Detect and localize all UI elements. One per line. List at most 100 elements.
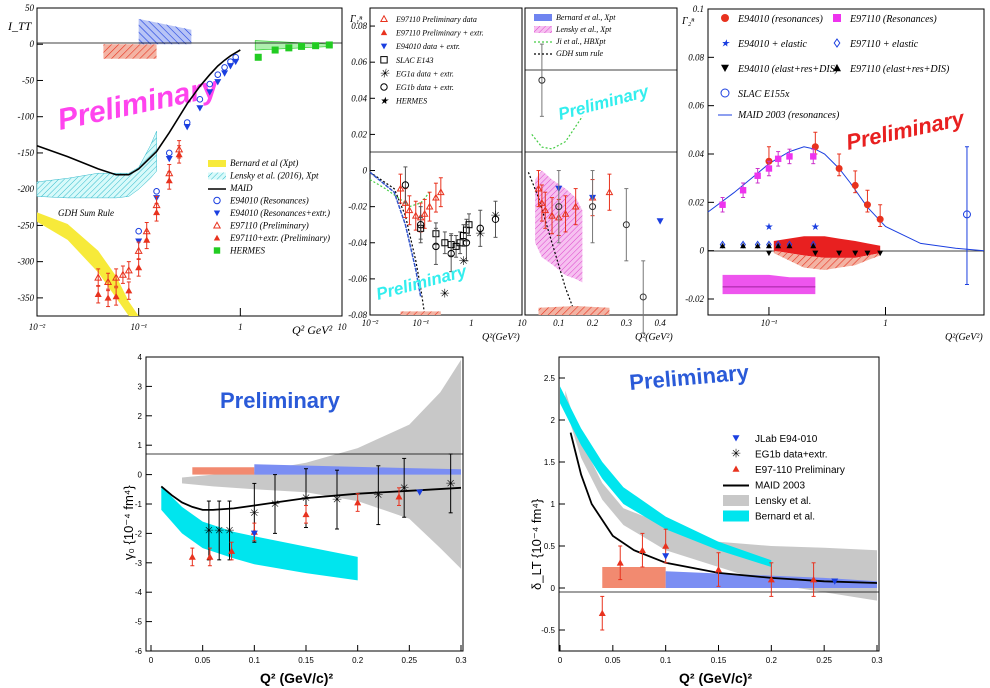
p4-xlabel: Q² (GeV/c)² (260, 670, 333, 686)
p4-bernard-band (161, 486, 358, 581)
p4-syst-red (192, 467, 255, 475)
p1-xtick-labels: 10⁻² 10⁻¹ 1 10 (29, 308, 347, 332)
p5-legend-marker: ✳ (731, 447, 741, 461)
p4-eg1b-point: ✳ (399, 481, 409, 495)
p3-e97110-point (774, 155, 782, 163)
p5-marks (569, 432, 878, 631)
p4-eg1b-point: ✳ (446, 476, 456, 490)
p2-xlabel-left: Q²(GeV²) (482, 332, 520, 343)
p4-ylabel: γ₀ {10⁻⁴ fm⁴} (121, 485, 136, 560)
p1-legend-label: E94010 (Resonances+extr.) (229, 208, 330, 218)
p5-e97110-point (715, 566, 722, 573)
p5-e97110-point (662, 542, 670, 549)
p5-ytick-label: 2.5 (544, 374, 556, 383)
p2-ytick-label: -0.04 (348, 238, 367, 248)
p3-ytick-label: 0.1 (693, 4, 704, 14)
p5-ytick-label: 1 (551, 500, 556, 509)
p3-frame (707, 8, 985, 316)
p3-ytick-label: 0.08 (688, 52, 704, 62)
p3-legend-label: SLAC E155x (738, 89, 790, 100)
p1-xtick-label: 10⁻¹ (130, 322, 147, 332)
p1-legend-label: MAID (229, 183, 253, 193)
p1-frame (36, 7, 343, 317)
p2-e97110-point (405, 206, 414, 214)
p3-e97110-point (786, 153, 793, 160)
p1-legend-marker (212, 221, 222, 229)
p3-e97110-point (810, 153, 817, 160)
p2-xtick-labels: 10⁻² 10⁻¹ 1 10 0.1 0.2 0.3 0.4 (362, 318, 666, 328)
p3-e94010-point (811, 143, 819, 151)
p2-legend-label: Ji et al., HBXpt (556, 37, 606, 46)
p3-ylabel: Γ₂ⁿ (681, 16, 695, 27)
p5-legend-marker (732, 465, 740, 472)
p4-e97110-point (206, 553, 214, 560)
p1-e94010-res-point (206, 80, 214, 88)
p4-eg1b-point: ✳ (270, 497, 280, 511)
p1-ytick-label: -50 (22, 75, 34, 85)
p3-e94010-point (863, 201, 871, 209)
p1-e97110x-point (135, 263, 143, 271)
p2-eg1br-point (538, 76, 546, 84)
p5-e97110-point (810, 576, 818, 583)
p1-ytick-label: -100 (18, 112, 35, 122)
p1-hermes-point (285, 44, 293, 52)
p2-xtick-label: 0.1 (553, 318, 564, 328)
p2-eg1b-point (401, 181, 410, 189)
p5-maid-line (569, 432, 878, 584)
p3-e94010-all-point (812, 250, 819, 257)
p1-hermes-point (271, 46, 279, 54)
p3-e97110-point (765, 165, 773, 172)
p3-legend-marker (721, 14, 729, 22)
p2-legend-label: E97110 Preliminary + extr. (395, 29, 484, 38)
p1-ytick-labels: 50 0 -50 -100 -150 -200 -250 -300 -350 (18, 3, 43, 303)
p2-legend-swatch (534, 26, 552, 33)
p4-eg1b-point: ✳ (332, 493, 342, 507)
p1-bernard-band (37, 212, 139, 316)
p3-e97110-point (719, 201, 726, 208)
p2-e97110r-point (548, 211, 556, 219)
p5-xtick-label: 0.15 (711, 656, 727, 665)
p2-e97110-point (425, 202, 434, 210)
p2-e97110r-point (538, 199, 546, 206)
p4-xtick-label: 0.2 (352, 656, 364, 665)
p1-watermark: Preliminary (55, 70, 223, 137)
p2-e94010r-point (656, 218, 664, 225)
p5-xtick-label: 0.25 (816, 656, 832, 665)
p2-ytick-label: -0.08 (348, 310, 367, 320)
p2-syst-red-left (400, 311, 441, 315)
p2-e97110-point (411, 211, 420, 219)
p1-e94010-extr-point (214, 79, 222, 86)
p2-legend-marker: ✳ (379, 66, 390, 80)
p3-e94010-point (851, 181, 859, 189)
p4-eg1b-point: ✳ (204, 523, 214, 537)
p5-legend-label: EG1b data+extr. (755, 450, 828, 461)
p3-ytick-label: 0 (700, 246, 705, 256)
p1-legend-label: E97110+extr. (Preliminary) (229, 233, 330, 243)
p2-eg1b-point (476, 224, 484, 233)
p2-legend-label: SLAC E143 (396, 56, 434, 65)
p3-syst-red-hatch (773, 250, 881, 270)
p4-ytick-label: -5 (135, 618, 143, 627)
p1-e94010-extr-point (165, 155, 173, 163)
p2-eg1a-point: ✳ (458, 254, 468, 268)
p1-xtick-label: 1 (238, 322, 243, 332)
p2-legend-label: EG1b data + extr. (395, 83, 454, 92)
p4-eg1b-point: ✳ (225, 523, 235, 537)
p3-legend-label: E97110 (Resonances) (849, 14, 937, 25)
p3-legend-marker (833, 64, 841, 72)
p3-e94010-el-point: ★ (811, 222, 820, 233)
p2-e97110r-point (571, 202, 580, 210)
p5-syst-red (602, 567, 666, 588)
p4-eg1b-point: ✳ (249, 506, 259, 520)
p5-ytick-labels: 2.5 2 1.5 1 0.5 0 -0.5 (541, 374, 565, 635)
p5-watermark: Preliminary (628, 360, 750, 395)
p1-legend-swatch (208, 160, 226, 167)
p1-legend-marker (213, 196, 221, 205)
p3-legend: E94010 (resonances) E97110 (Resonances) ★ E… (718, 14, 950, 121)
p3-e97110-all-point (754, 242, 761, 249)
p4-xtick-label: 0.05 (195, 656, 211, 665)
p1-e97110x-point (94, 290, 102, 298)
p1-legend-marker (213, 247, 221, 254)
p2-legend-label: Lensky et al., Xpt (555, 25, 612, 34)
p3-e97110-all-point (775, 242, 782, 249)
